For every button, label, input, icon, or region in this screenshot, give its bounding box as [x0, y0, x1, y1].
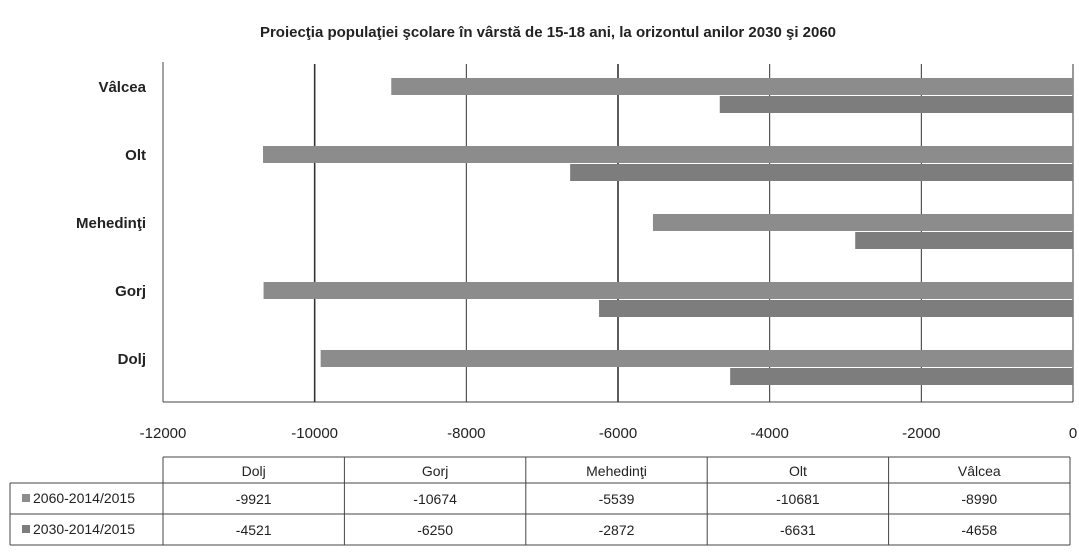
data-table: Dolj Gorj Mehedinţi Olt Vâlcea 2060-2014/2015… — [10, 457, 1070, 545]
table-header-cell: Dolj — [242, 463, 266, 479]
x-tick-label: -8000 — [447, 425, 485, 442]
bar-2030-2014/2015-Vâlcea — [720, 96, 1073, 113]
bar-2060-2014/2015-Gorj — [264, 282, 1073, 299]
x-tick-label: -12000 — [140, 425, 187, 442]
table-value-cell: -4521 — [236, 522, 272, 538]
bar-2060-2014/2015-Dolj — [321, 350, 1073, 367]
x-tick-label: -2000 — [902, 425, 940, 442]
series-label: 2060-2014/2015 — [33, 490, 135, 506]
chart-title: Proiecţia populaţiei şcolare în vârstă d… — [260, 24, 836, 41]
table-value-cell: -6250 — [417, 522, 453, 538]
bar-2030-2014/2015-Gorj — [599, 300, 1073, 317]
x-axis-ticks: -12000 -10000 -8000 -6000 -4000 -2000 0 — [140, 425, 1078, 442]
category-labels: Dolj Gorj Mehedinţi Olt Vâlcea — [76, 79, 147, 368]
table-value-cell: -2872 — [599, 522, 635, 538]
table-header-cell: Mehedinţi — [586, 463, 647, 479]
category-label: Gorj — [115, 283, 146, 300]
series-label: 2030-2014/2015 — [33, 521, 135, 537]
table-value-cell: -10681 — [776, 491, 820, 507]
category-label: Mehedinţi — [76, 215, 146, 232]
table-header-cell: Olt — [789, 463, 807, 479]
table-header-cell: Gorj — [422, 463, 448, 479]
x-tick-label: -10000 — [291, 425, 338, 442]
bar-2060-2014/2015-Mehedinţi — [653, 214, 1073, 231]
table-value-cell: -4658 — [961, 522, 997, 538]
table-value-cell: -9921 — [236, 491, 272, 507]
bar-2060-2014/2015-Vâlcea — [391, 78, 1073, 95]
category-label: Vâlcea — [98, 79, 146, 96]
legend-key — [22, 494, 30, 502]
table-value-cell: -5539 — [599, 491, 635, 507]
legend-key — [22, 525, 30, 533]
x-tick-label: -4000 — [750, 425, 788, 442]
bar-2030-2014/2015-Mehedinţi — [855, 232, 1073, 249]
bars — [263, 78, 1073, 385]
bar-2030-2014/2015-Dolj — [730, 368, 1073, 385]
bar-2060-2014/2015-Olt — [263, 146, 1073, 163]
bar-2030-2014/2015-Olt — [570, 164, 1073, 181]
category-label: Olt — [125, 147, 146, 164]
table-value-cell: -10674 — [413, 491, 457, 507]
table-header-cell: Vâlcea — [958, 463, 1001, 479]
table-value-cell: -6631 — [780, 522, 816, 538]
x-tick-label: 0 — [1069, 425, 1077, 442]
x-tick-label: -6000 — [599, 425, 637, 442]
table-value-cell: -8990 — [961, 491, 997, 507]
category-label: Dolj — [118, 351, 146, 368]
